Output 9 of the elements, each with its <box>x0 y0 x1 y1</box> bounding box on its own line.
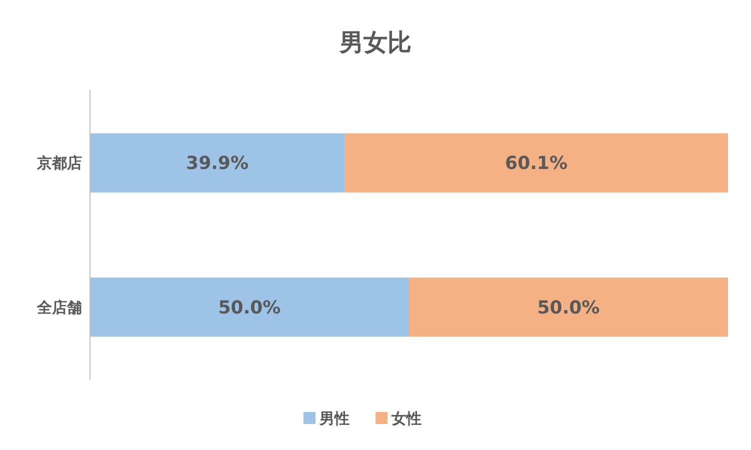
data-label: 39.9% <box>186 153 249 174</box>
y-tick-label: 全店舗 <box>36 298 82 316</box>
data-label: 50.0% <box>537 297 600 318</box>
legend-label: 男性 <box>318 409 350 428</box>
y-tick-label: 京都店 <box>36 154 82 172</box>
chart-title: 男女比 <box>338 28 412 56</box>
legend-label: 女性 <box>390 409 422 428</box>
data-label: 60.1% <box>505 153 568 174</box>
data-label: 50.0% <box>218 297 281 318</box>
